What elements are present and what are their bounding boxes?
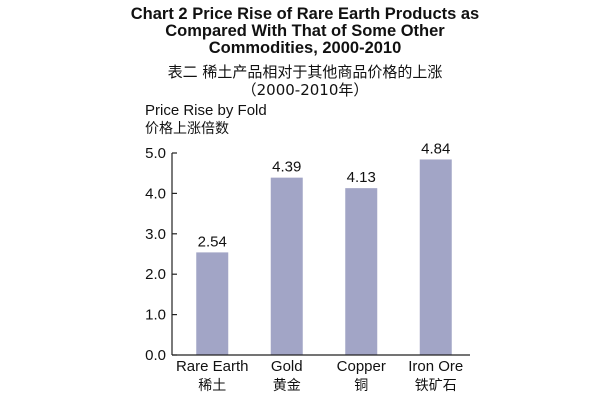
x-axis: Rare Earth 稀土 Gold 黄金 Copper 铜 Iron Ore 铁矿石	[172, 354, 470, 394]
subtitle-years: （2000-2010年）	[241, 81, 369, 99]
chart-title: Chart 2 Price Rise of Rare Earth Product…	[130, 5, 480, 57]
y-tick-label: 5.0	[145, 145, 166, 162]
title-block: Chart 2 Price Rise of Rare Earth Product…	[0, 5, 610, 100]
x-tick-label-zh: 铜	[354, 378, 368, 394]
y-tick-label: 1.0	[145, 307, 166, 324]
y-axis-label-en: Price Rise by Fold	[145, 102, 267, 119]
bar-copper	[345, 188, 378, 355]
x-tick-label-zh: 稀土	[198, 378, 226, 394]
bar-value-label: 2.54	[198, 233, 227, 250]
y-tick-label: 0.0	[145, 347, 166, 364]
x-tick-label: Copper	[337, 358, 386, 375]
x-tick-label-zh: 黄金	[273, 377, 301, 394]
bar-iron-ore	[419, 159, 452, 355]
y-axis-label-zh: 价格上涨倍数	[145, 121, 229, 137]
x-tick-label: Rare Earth	[176, 358, 249, 375]
subtitle-zh-text: 表二 稀土产品相对于其他商品价格的上涨	[167, 63, 443, 81]
bar-value-label: 4.39	[272, 159, 301, 176]
bar-gold	[270, 177, 303, 355]
bars: 2.54 4.39 4.13 4.84	[196, 140, 452, 355]
bar-rare-earth	[196, 252, 229, 355]
x-tick-label: Iron Ore	[408, 358, 463, 375]
y-axis: 0.0 1.0 2.0 3.0 4.0 5.0	[145, 145, 177, 364]
bar-value-label: 4.84	[421, 140, 450, 157]
y-tick-label: 3.0	[145, 226, 166, 243]
y-tick-label: 2.0	[145, 266, 166, 283]
x-tick-label: Gold	[271, 358, 303, 375]
chart-subtitle-zh: 表二 稀土产品相对于其他商品价格的上涨 （2000-2010年）	[0, 63, 610, 99]
bar-value-label: 4.13	[347, 169, 376, 186]
x-tick-label-zh: 铁矿石	[415, 378, 457, 394]
y-axis-label: Price Rise by Fold 价格上涨倍数	[145, 102, 267, 138]
y-tick-label: 4.0	[145, 185, 166, 202]
